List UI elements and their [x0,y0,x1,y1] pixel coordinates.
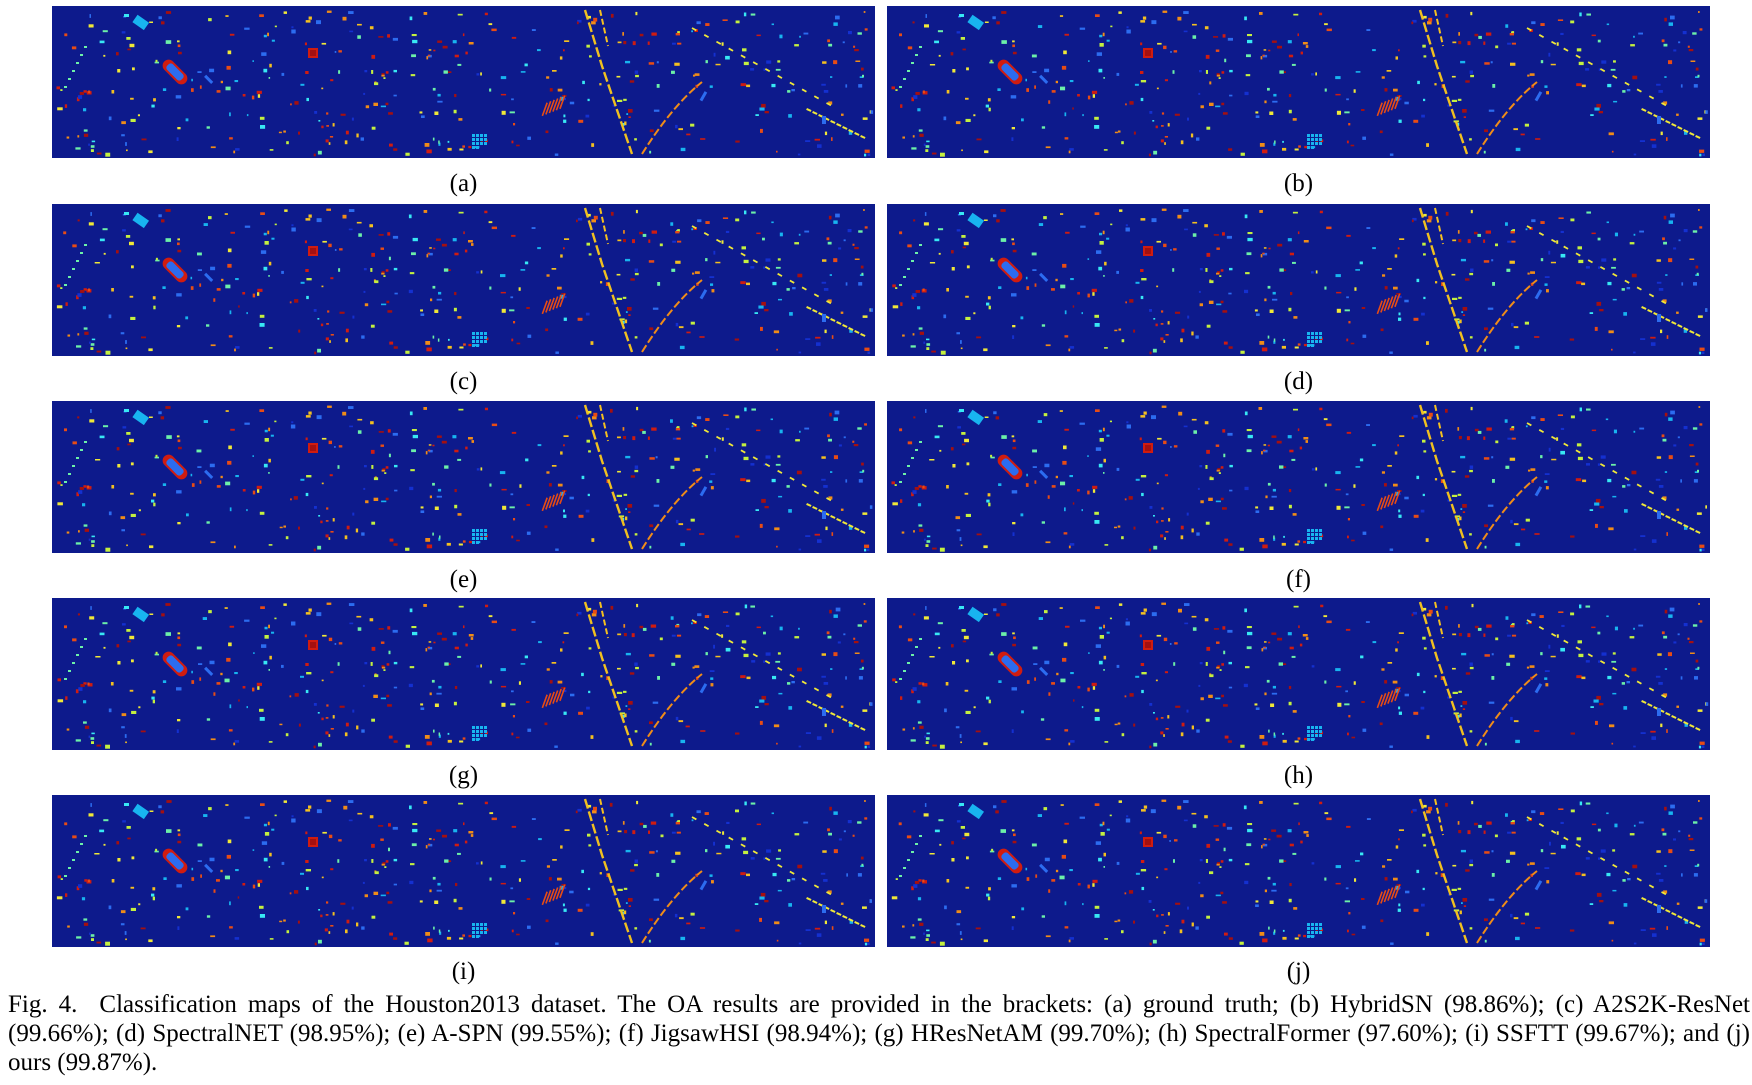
panel-label-a: (a) [449,170,478,197]
classification-map-j [887,795,1710,947]
panel-label-f: (f) [1286,566,1311,593]
figure-caption-text: Classification maps of the Houston2013 d… [8,991,1750,1076]
classification-map-c [52,204,875,356]
classification-map-h [887,598,1710,750]
panel-label-e: (e) [449,566,478,593]
classification-map-f [887,401,1710,553]
classification-map-g [52,598,875,750]
panel-label-i: (i) [451,958,476,985]
classification-map-a [52,6,875,158]
panel-label-b: (b) [1283,170,1314,197]
panel-label-h: (h) [1283,762,1314,789]
panel-label-c: (c) [449,368,478,395]
panel-label-g: (g) [448,762,479,789]
classification-map-d [887,204,1710,356]
figure-number: Fig. 4. [8,991,78,1018]
panel-label-d: (d) [1283,368,1314,395]
classification-map-i [52,795,875,947]
classification-map-e [52,401,875,553]
panel-label-j: (j) [1286,958,1311,985]
classification-map-b [887,6,1710,158]
figure-caption: Fig. 4. Classification maps of the Housto… [8,990,1750,1077]
